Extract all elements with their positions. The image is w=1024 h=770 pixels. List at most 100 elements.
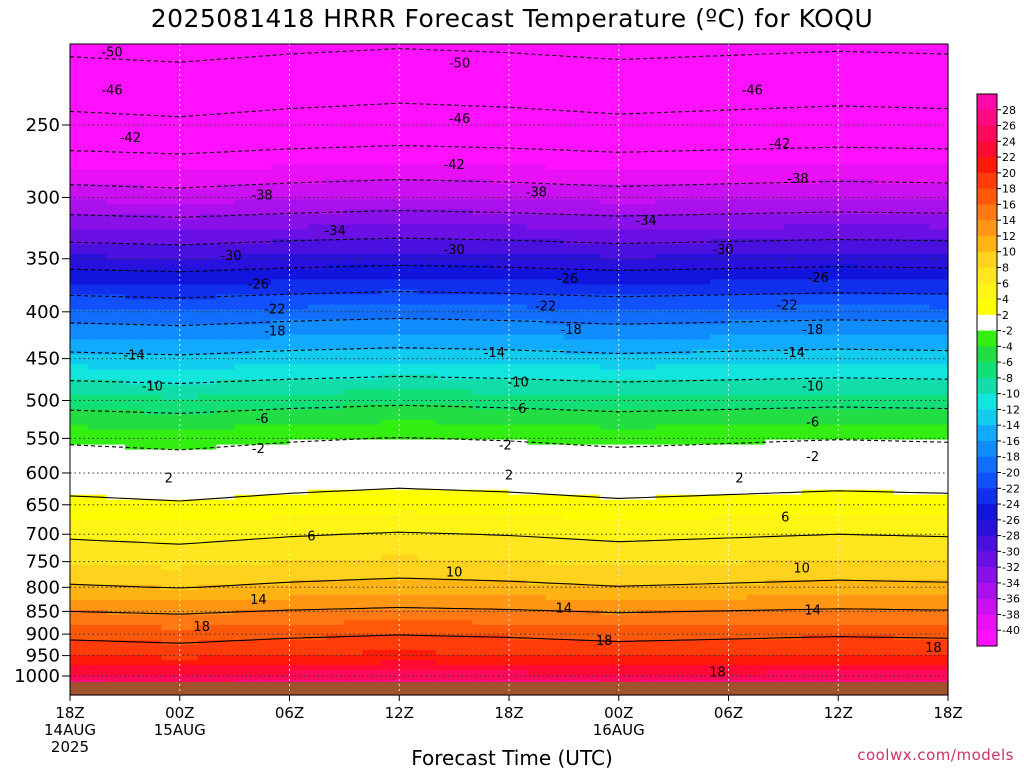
- temperature-cell: [198, 389, 217, 396]
- temperature-cell: [765, 189, 784, 195]
- temperature-cell: [746, 289, 766, 295]
- temperature-cell: [380, 544, 400, 551]
- temperature-cell: [380, 399, 400, 406]
- temperature-cell: [600, 559, 620, 566]
- temperature-cell: [198, 654, 217, 661]
- temperature-cell: [326, 634, 345, 641]
- temperature-cell: [710, 659, 730, 666]
- temperature-cell: [124, 159, 144, 165]
- temperature-cell: [252, 429, 272, 436]
- temperature-cell: [673, 454, 693, 461]
- temperature-cell: [326, 574, 345, 581]
- temperature-cell: [435, 539, 455, 546]
- temperature-cell: [417, 424, 437, 431]
- temperature-cell: [289, 609, 309, 616]
- temperature-cell: [582, 109, 602, 115]
- temperature-cell: [70, 589, 89, 596]
- temperature-cell: [746, 339, 766, 346]
- temperature-cell: [399, 329, 419, 336]
- temperature-cell: [70, 429, 89, 436]
- temperature-cell: [509, 339, 528, 346]
- temperature-cell: [198, 529, 217, 536]
- temperature-cell: [70, 384, 89, 391]
- temperature-cell: [417, 464, 437, 471]
- temperature-cell: [582, 464, 602, 471]
- temperature-cell: [143, 439, 163, 446]
- temperature-cell: [435, 84, 455, 90]
- temperature-cell: [527, 519, 547, 526]
- temperature-cell: [271, 614, 291, 621]
- temperature-cell: [362, 84, 382, 90]
- temperature-cell: [454, 424, 474, 431]
- temperature-cell: [582, 604, 602, 611]
- temperature-cell: [563, 249, 583, 255]
- temperature-cell: [88, 159, 108, 165]
- temperature-cell: [252, 254, 272, 260]
- temperature-cell: [673, 354, 693, 361]
- temperature-cell: [691, 489, 711, 496]
- temperature-cell: [88, 274, 108, 280]
- temperature-cell: [124, 129, 144, 135]
- temperature-cell: [563, 569, 583, 576]
- temperature-cell: [710, 69, 730, 75]
- temperature-cell: [161, 544, 181, 551]
- temperature-cell: [344, 659, 364, 666]
- temperature-cell: [618, 594, 638, 601]
- temperature-cell: [765, 209, 784, 215]
- temperature-cell: [70, 204, 89, 210]
- temperature-cell: [124, 119, 144, 125]
- temperature-cell: [490, 109, 510, 115]
- temperature-cell: [88, 59, 108, 65]
- temperature-cell: [728, 44, 748, 50]
- temperature-cell: [746, 559, 766, 566]
- temperature-cell: [198, 329, 217, 336]
- temperature-cell: [673, 289, 693, 295]
- temperature-cell: [435, 344, 455, 351]
- temperature-cell: [417, 254, 437, 260]
- temperature-cell: [454, 354, 474, 361]
- temperature-cell: [326, 449, 345, 456]
- temperature-cell: [198, 159, 217, 165]
- temperature-cell: [490, 599, 510, 606]
- temperature-cell: [490, 424, 510, 431]
- temperature-cell: [380, 469, 400, 476]
- temperature-cell: [70, 219, 89, 225]
- temperature-cell: [454, 439, 474, 446]
- temperature-cell: [88, 269, 108, 275]
- temperature-cell: [472, 124, 492, 130]
- temperature-cell: [655, 404, 675, 411]
- temperature-cell: [582, 174, 602, 180]
- temperature-cell: [124, 604, 144, 611]
- temperature-cell: [143, 54, 163, 60]
- temperature-cell: [399, 469, 419, 476]
- temperature-cell: [417, 269, 437, 275]
- temperature-cell: [289, 219, 309, 225]
- temperature-cell: [344, 329, 364, 336]
- temperature-cell: [143, 554, 163, 561]
- temperature-cell: [198, 419, 217, 426]
- temperature-cell: [618, 114, 638, 120]
- temperature-cell: [344, 519, 364, 526]
- temperature-cell: [417, 474, 437, 481]
- temperature-cell: [527, 499, 547, 506]
- temperature-cell: [472, 134, 492, 140]
- temperature-cell: [198, 219, 217, 225]
- temperature-cell: [710, 134, 730, 140]
- temperature-cell: [143, 454, 163, 461]
- temperature-cell: [600, 464, 620, 471]
- temperature-cell: [637, 224, 656, 230]
- temperature-cell: [509, 119, 528, 125]
- temperature-cell: [70, 569, 89, 576]
- temperature-cell: [582, 324, 602, 331]
- temperature-cell: [673, 554, 693, 561]
- temperature-cell: [435, 534, 455, 541]
- temperature-cell: [326, 224, 345, 230]
- temperature-cell: [216, 544, 236, 551]
- temperature-cell: [234, 514, 254, 521]
- temperature-cell: [399, 559, 419, 566]
- temperature-cell: [563, 94, 583, 100]
- temperature-cell: [179, 49, 199, 55]
- temperature-cell: [454, 389, 474, 396]
- temperature-cell: [252, 444, 272, 451]
- temperature-cell: [728, 174, 748, 180]
